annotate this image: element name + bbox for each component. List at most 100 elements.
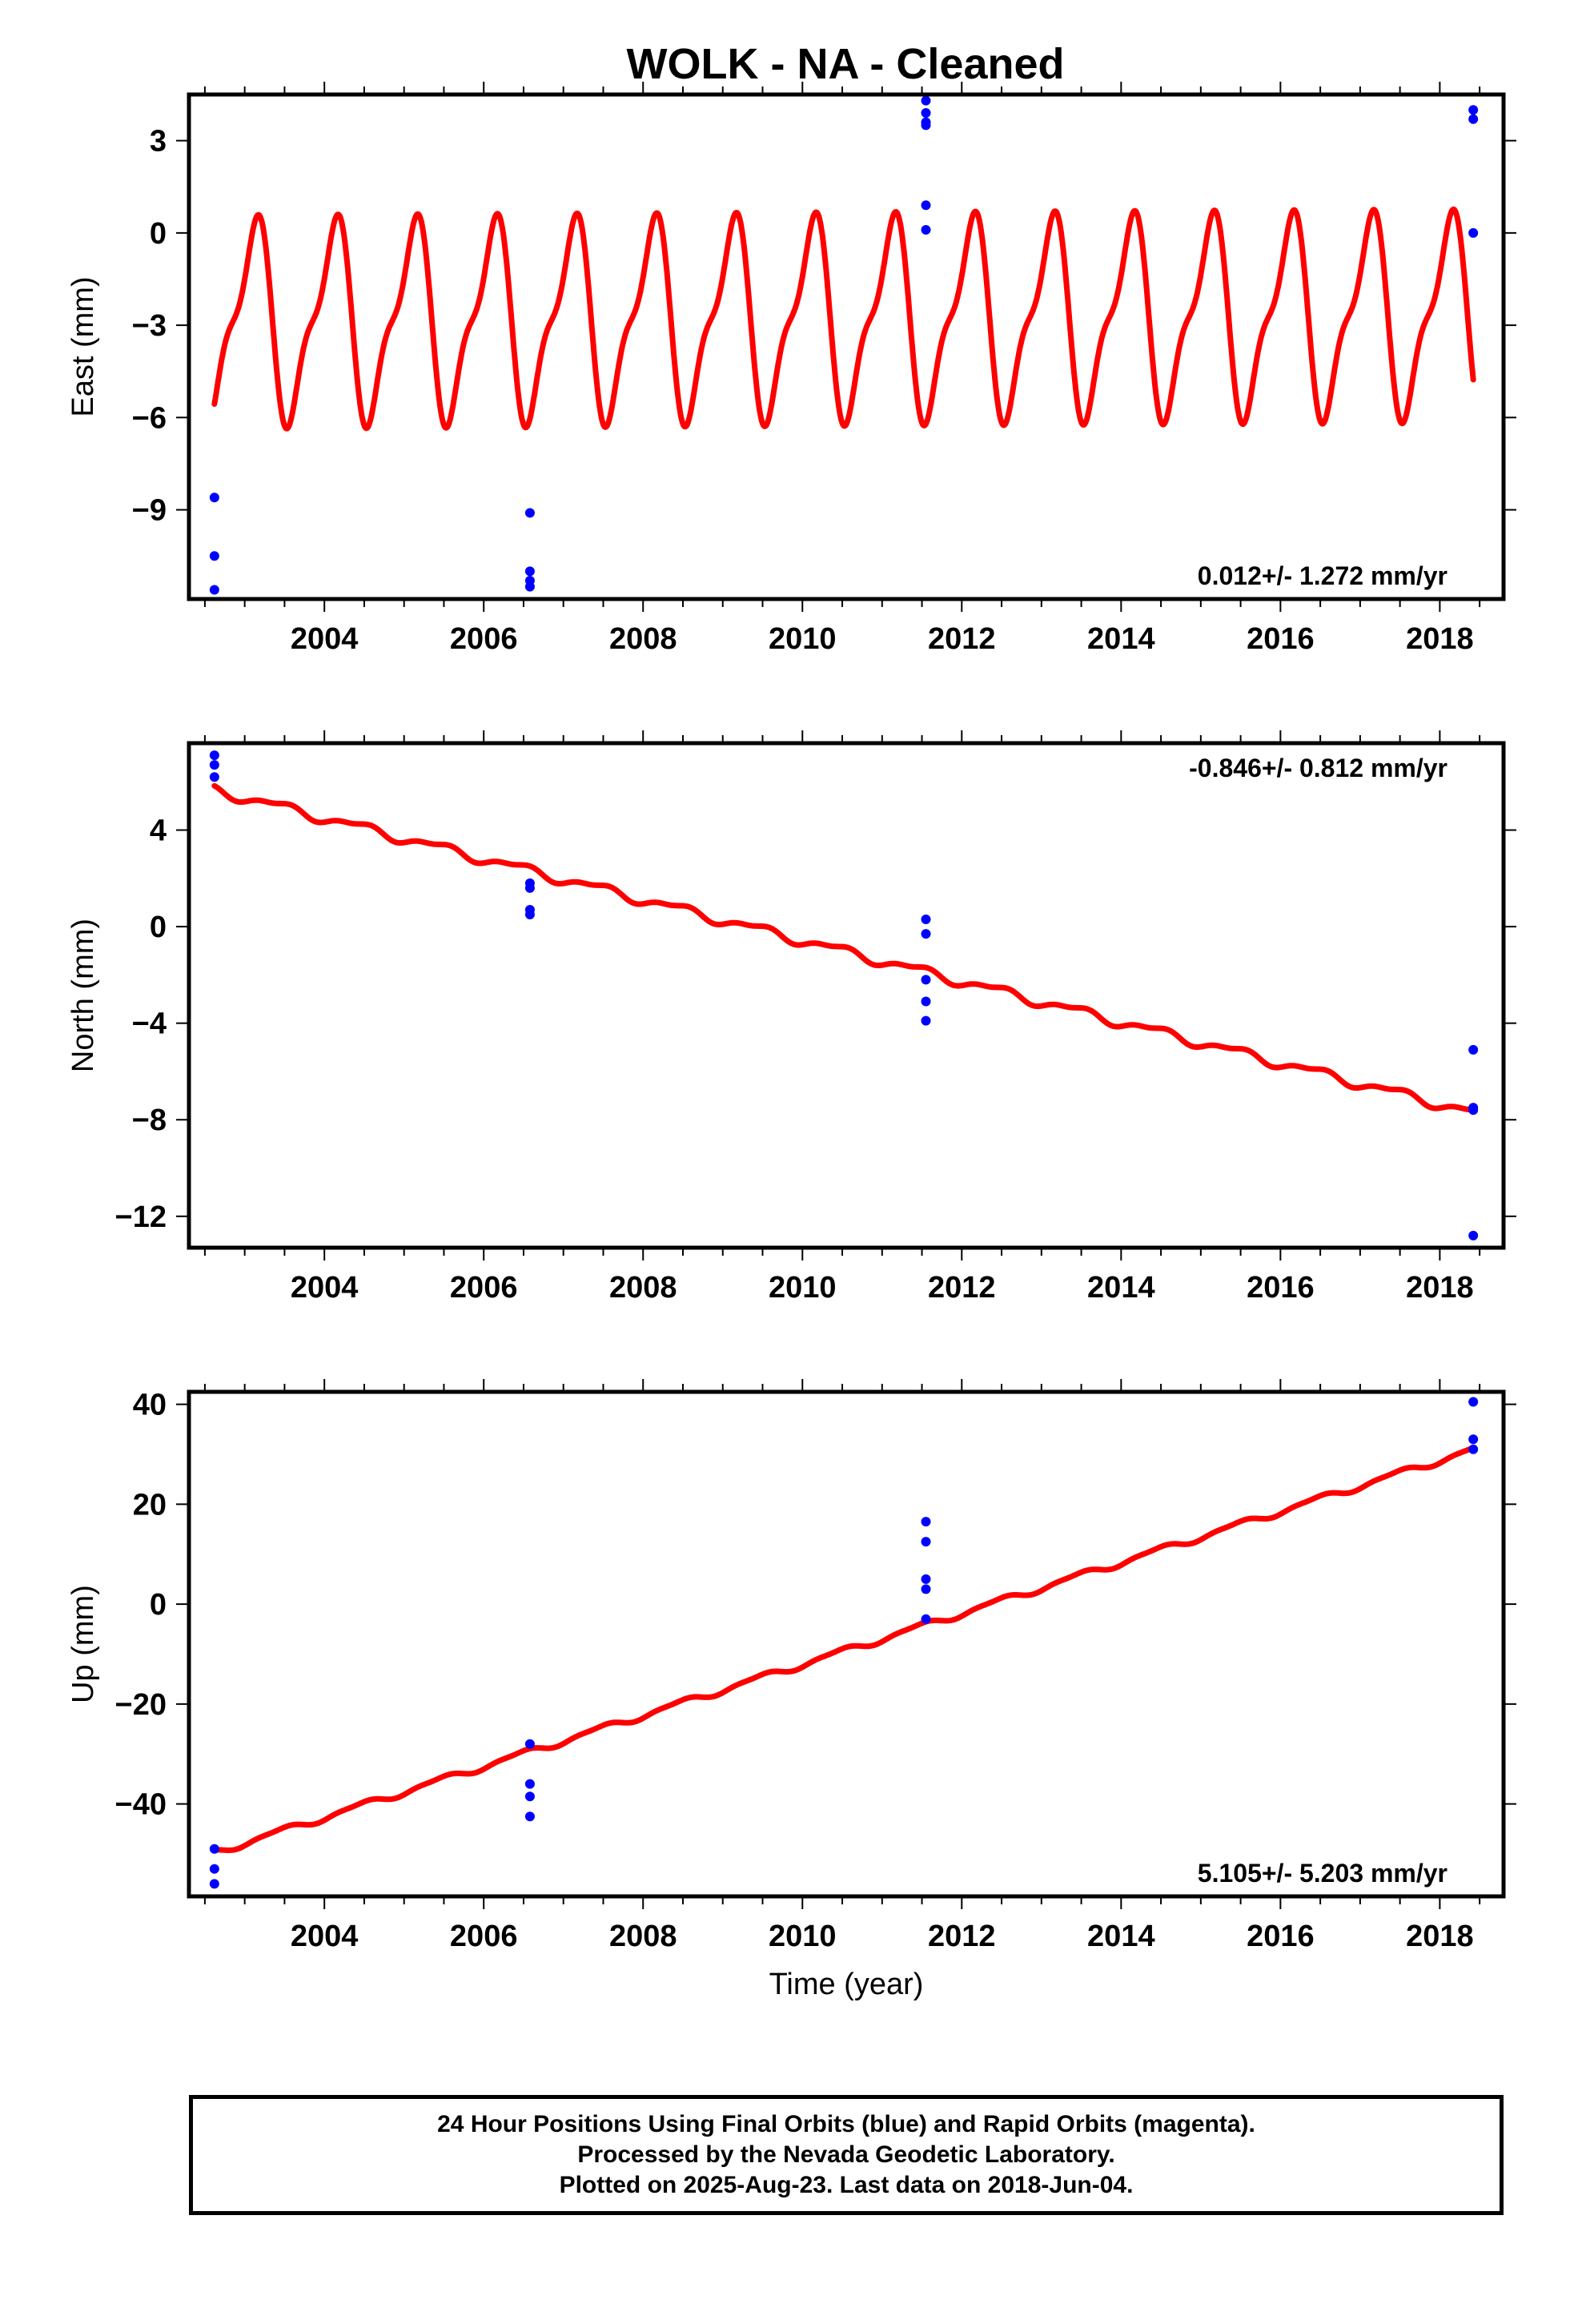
observation-point	[209, 1844, 219, 1854]
y-tick-label: −6	[132, 401, 167, 435]
y-tick-label: 0	[150, 217, 167, 251]
x-tick-label: 2016	[1247, 1920, 1315, 1953]
y-axis-label: East (mm)	[66, 276, 100, 416]
plot-frame	[187, 741, 1506, 1250]
observation-point	[921, 929, 931, 939]
observation-point	[524, 1811, 535, 1822]
caption-line-1: 24 Hour Positions Using Final Orbits (bl…	[437, 2111, 1255, 2137]
x-tick-label: 2012	[928, 1920, 996, 1953]
y-tick-label: 0	[150, 911, 167, 944]
rate-label: -0.846+/- 0.812 mm/yr	[1189, 754, 1447, 782]
model-fit-line	[211, 1445, 1476, 1853]
observation-point	[209, 772, 219, 782]
observation-point	[921, 120, 931, 131]
y-tick-label: −12	[115, 1200, 167, 1234]
observation-point	[524, 883, 535, 893]
model-fit-line	[211, 206, 1476, 432]
caption-line-3: Plotted on 2025-Aug-23. Last data on 201…	[559, 2172, 1134, 2198]
caption-box: 24 Hour Positions Using Final Orbits (bl…	[189, 2095, 1504, 2215]
observation-point	[921, 95, 931, 106]
observation-point	[524, 566, 535, 577]
observation-point	[921, 1614, 931, 1624]
x-tick-label: 2008	[609, 622, 677, 656]
y-tick-label: −8	[132, 1104, 167, 1137]
y-tick-label: 20	[133, 1488, 167, 1522]
plot-frame	[187, 1389, 1506, 1899]
observation-point	[921, 915, 931, 925]
y-tick-label: 4	[150, 814, 167, 848]
observation-point	[921, 200, 931, 211]
y-tick-label: 40	[133, 1389, 167, 1422]
x-tick-label: 2014	[1087, 1271, 1155, 1305]
observation-point	[1468, 1434, 1479, 1445]
observation-point	[1468, 1105, 1479, 1116]
observation-point	[1468, 1044, 1479, 1055]
observation-point	[921, 1574, 931, 1584]
observation-point	[524, 910, 535, 920]
y-tick-label: −20	[115, 1688, 167, 1722]
x-tick-label: 2016	[1247, 622, 1315, 656]
x-tick-label: 2004	[291, 1920, 359, 1953]
observation-point	[524, 1791, 535, 1802]
observation-point	[1468, 1397, 1479, 1407]
observation-point	[1468, 227, 1479, 238]
x-tick-label: 2014	[1087, 1920, 1155, 1953]
observation-point	[921, 1537, 931, 1547]
panel-2: 2004 2006 2008 2010 2012 2014 2016 2018 −12 −8 −4 0…	[66, 730, 1516, 1305]
x-tick-label: 2004	[291, 622, 359, 656]
y-tick-label: −40	[115, 1788, 167, 1822]
observation-point	[209, 1879, 219, 1889]
observation-point	[921, 996, 931, 1007]
x-tick-label: 2006	[450, 1271, 518, 1305]
y-axis-label: North (mm)	[66, 919, 100, 1072]
panel-3: 2004 2006 2008 2010 2012 2014 2016 2018 −40 −20 0 2…	[66, 1379, 1516, 2001]
observation-point	[209, 1864, 219, 1874]
plot-frame	[187, 92, 1506, 601]
observation-point	[1468, 114, 1479, 124]
y-axis-label: Up (mm)	[66, 1585, 100, 1703]
x-tick-label: 2018	[1406, 622, 1474, 656]
observation-point	[921, 1517, 931, 1527]
observation-point	[1468, 105, 1479, 115]
observation-point	[209, 760, 219, 770]
observation-point	[1468, 1444, 1479, 1454]
x-tick-label: 2012	[928, 1271, 996, 1305]
x-tick-label: 2010	[769, 1920, 837, 1953]
observation-point	[209, 585, 219, 595]
x-tick-label: 2006	[450, 622, 518, 656]
x-tick-label: 2008	[609, 1920, 677, 1953]
x-tick-label: 2006	[450, 1920, 518, 1953]
observation-point	[921, 225, 931, 235]
x-tick-label: 2018	[1406, 1920, 1474, 1953]
x-tick-label: 2010	[769, 1271, 837, 1305]
caption-line-2: Processed by the Nevada Geodetic Laborat…	[577, 2141, 1115, 2168]
x-tick-label: 2018	[1406, 1271, 1474, 1305]
y-tick-label: 0	[150, 1588, 167, 1622]
x-tick-label: 2010	[769, 622, 837, 656]
observation-point	[524, 581, 535, 592]
observation-point	[921, 108, 931, 119]
observation-point	[921, 1584, 931, 1594]
panel-1: 2004 2006 2008 2010 2012 2014 2016 2018 −9 −6 −3 0 3…	[66, 82, 1516, 656]
rate-label: 5.105+/- 5.203 mm/yr	[1198, 1859, 1447, 1888]
observation-point	[209, 493, 219, 503]
y-tick-label: −4	[132, 1007, 167, 1041]
observation-point	[524, 1739, 535, 1749]
x-tick-label: 2016	[1247, 1271, 1315, 1305]
x-tick-label: 2014	[1087, 622, 1155, 656]
observation-point	[921, 1015, 931, 1026]
panels-group: 2004 2006 2008 2010 2012 2014 2016 2018−9−6−303…	[66, 82, 1516, 2001]
observation-point	[524, 508, 535, 518]
x-axis-label: Time (year)	[769, 1968, 924, 2001]
figure-title: WOLK - NA - Cleaned	[627, 40, 1065, 88]
observation-point	[1468, 1230, 1479, 1240]
x-tick-label: 2008	[609, 1271, 677, 1305]
observation-point	[524, 1779, 535, 1789]
y-tick-label: 3	[150, 125, 167, 159]
x-tick-label: 2004	[291, 1271, 359, 1305]
observation-point	[209, 551, 219, 561]
rate-label: 0.012+/- 1.272 mm/yr	[1198, 561, 1447, 590]
y-tick-label: −9	[132, 494, 167, 528]
y-tick-label: −3	[132, 309, 167, 343]
